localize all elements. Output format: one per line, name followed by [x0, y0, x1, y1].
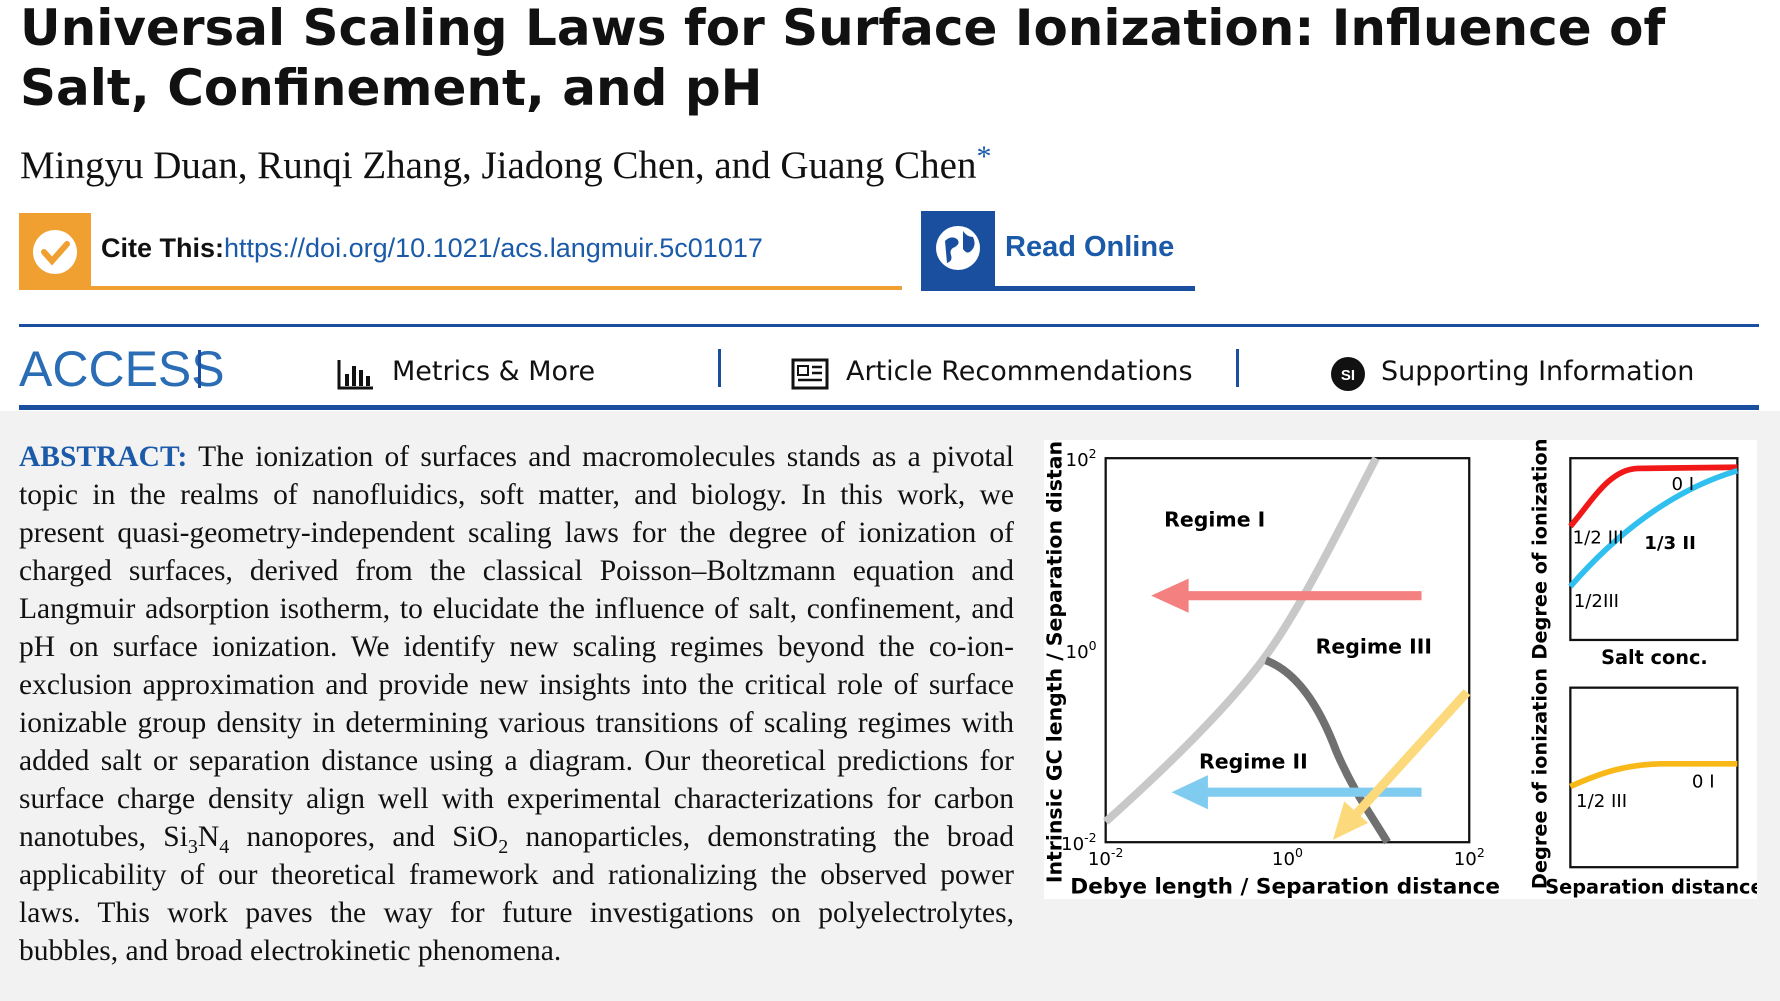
read-online[interactable]: Read Online — [921, 211, 1195, 291]
regime-label: Regime I — [1164, 507, 1265, 531]
abstract-segment: nanoparticles, demonstrating the broad a… — [19, 821, 1014, 967]
abstract-segment: The ionization of surfaces and macromole… — [19, 441, 1015, 853]
tick-exponent: -2 — [1111, 845, 1123, 860]
tick-base: 10 — [1272, 849, 1295, 870]
metrics-link[interactable]: Metrics & More — [392, 356, 596, 387]
doi-link[interactable]: https://doi.org/10.1021/acs.langmuir.5c0… — [224, 233, 763, 263]
access-label: ACCESS — [19, 341, 225, 397]
x-axis-label: Debye length / Separation distance — [1070, 874, 1500, 899]
abstract: Regime I Regime III Regime II 102 100 10-2… — [19, 438, 1757, 970]
curve-label: 1/2III — [1574, 591, 1619, 612]
separator — [1236, 349, 1239, 387]
tick-label: 102 — [1066, 446, 1097, 471]
tick-label: 100 — [1066, 638, 1097, 663]
abstract-label: ABSTRACT: — [19, 441, 188, 473]
read-online-label: Read Online — [1005, 231, 1175, 263]
si-link[interactable]: Supporting Information — [1381, 356, 1695, 387]
curve-label: 1/3 II — [1644, 533, 1696, 554]
cite-box: Cite This: https://doi.org/10.1021/acs.l… — [19, 213, 902, 290]
abstract-text: The ionization of surfaces and macromole… — [19, 441, 1014, 967]
tick-label: 102 — [1454, 845, 1485, 870]
regime-label: Regime III — [1316, 635, 1432, 659]
cite-icon — [19, 213, 91, 290]
x-ticks: 10-2 100 102 — [1088, 845, 1485, 870]
subscript: 3 — [187, 835, 198, 858]
tick-exponent: 0 — [1089, 638, 1097, 653]
recommendations-link[interactable]: Article Recommendations — [846, 356, 1193, 387]
article-title: Universal Scaling Laws for Surface Ioniz… — [20, 0, 1666, 117]
y-axis-label: Degree of ionization — [1528, 668, 1551, 889]
abstract-segment: N — [197, 821, 220, 853]
curve-label: 0 I — [1671, 474, 1694, 495]
regime-label: Regime II — [1199, 749, 1308, 773]
y-axis-label: Degree of ionization — [1528, 440, 1551, 660]
y-axis-label: Intrinsic GC length / Separation distanc… — [1044, 440, 1066, 883]
tick-base: 10 — [1066, 450, 1089, 471]
authors: Mingyu Duan, Runqi Zhang, Jiadong Chen, … — [20, 140, 991, 188]
separator — [718, 349, 721, 387]
tick-exponent: 0 — [1295, 845, 1303, 860]
x-axis-label: Salt conc. — [1601, 646, 1708, 669]
curve-label: 1/2 III — [1573, 527, 1624, 548]
tick-base: 10 — [1061, 834, 1084, 855]
subscript: 4 — [219, 835, 230, 858]
si-icon-text: SI — [1341, 367, 1355, 384]
metrics-icon — [337, 360, 373, 390]
separator — [198, 350, 201, 388]
check-icon — [33, 230, 77, 274]
globe-icon — [921, 211, 995, 286]
x-axis-label: Separation distance — [1545, 875, 1757, 898]
tick-base: 10 — [1088, 849, 1111, 870]
tick-exponent: -2 — [1084, 830, 1096, 845]
tick-label: 10-2 — [1061, 830, 1097, 855]
abstract-segment: nanopores, and SiO — [229, 821, 499, 853]
cite-label: Cite This: — [101, 233, 225, 263]
corresponding-mark: * — [976, 140, 992, 173]
abstract-section: Regime I Regime III Regime II 102 100 10-2… — [0, 411, 1780, 1001]
author-list: Mingyu Duan, Runqi Zhang, Jiadong Chen, … — [20, 144, 977, 187]
subscript: 2 — [498, 835, 509, 858]
tick-exponent: 2 — [1477, 845, 1485, 860]
si-icon: SI — [1331, 357, 1365, 391]
toc-figure: Regime I Regime III Regime II 10210010-2… — [1044, 440, 1757, 899]
tick-base: 10 — [1454, 849, 1477, 870]
recommendations-icon — [791, 358, 829, 390]
curve-label: 0 I — [1692, 772, 1715, 793]
tick-exponent: 2 — [1089, 446, 1097, 461]
tick-base: 10 — [1066, 642, 1089, 663]
curve-label: 1/2 III — [1576, 791, 1627, 812]
rule — [19, 405, 1759, 410]
tick-label: 10-2 — [1088, 845, 1124, 870]
rule — [19, 324, 1759, 327]
tick-label: 100 — [1272, 845, 1303, 870]
